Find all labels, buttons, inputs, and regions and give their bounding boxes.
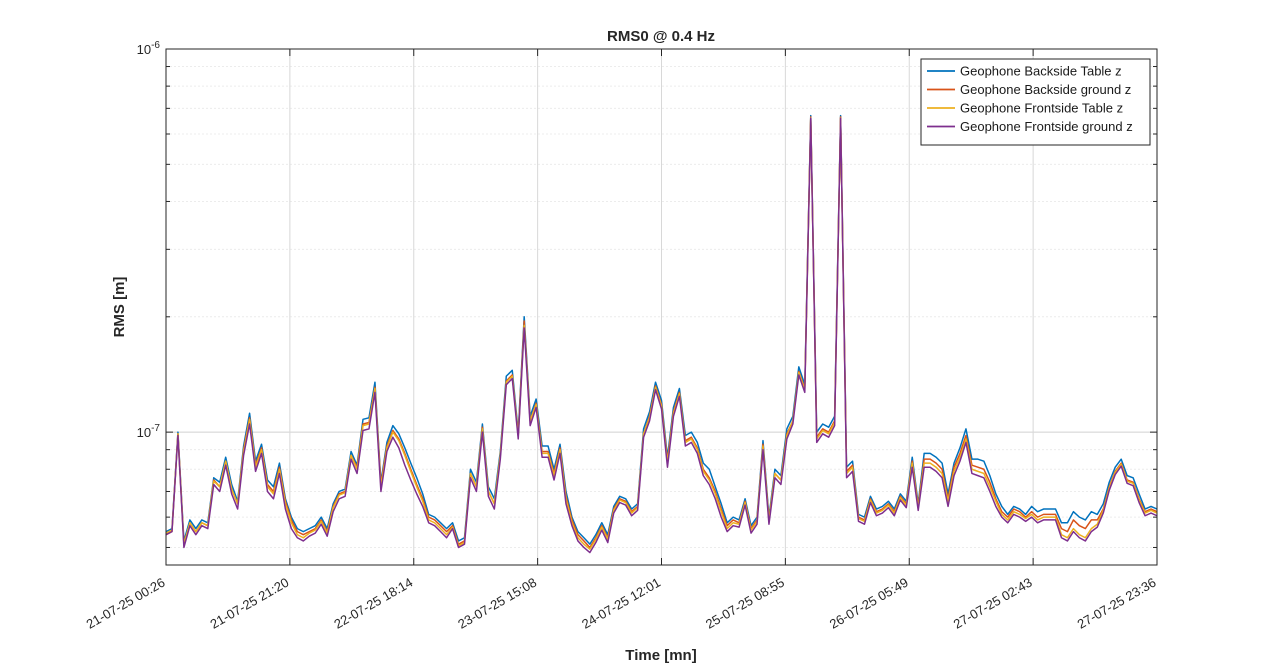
chart-title: RMS0 @ 0.4 Hz [607, 28, 715, 45]
y-tick-label: 10-6 [137, 40, 161, 57]
legend-entry-label: Geophone Frontside ground z [960, 119, 1133, 134]
plot-frame [165, 48, 1158, 566]
legend-entry-label: Geophone Frontside Table z [960, 101, 1123, 116]
series-line-4 [165, 117, 1158, 554]
legend: Geophone Backside Table z Geophone Backsi… [920, 58, 1151, 146]
y-axis-label: RMS [m] [111, 277, 128, 338]
legend-box [920, 58, 1151, 146]
y-tick-labels: 10-6 10-7 [137, 40, 161, 440]
series-line-3 [165, 116, 1158, 550]
y-tick-label: 10-7 [137, 423, 161, 440]
legend-entry-label: Geophone Backside ground z [960, 82, 1131, 97]
x-axis-label: Time [mn] [625, 647, 696, 664]
legend-entry-label: Geophone Backside Table z [960, 64, 1122, 79]
series-lines [165, 114, 1158, 554]
